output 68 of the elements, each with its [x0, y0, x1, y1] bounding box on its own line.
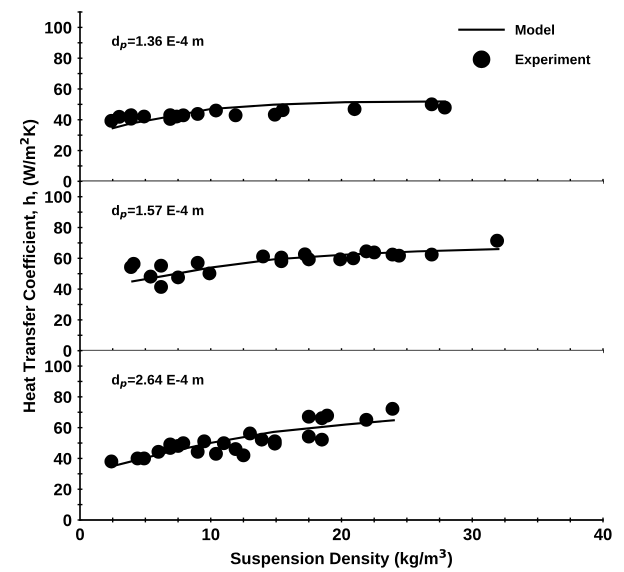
y-tick-label: 0: [63, 345, 72, 357]
point: [302, 430, 316, 444]
point: [152, 444, 166, 459]
point: [490, 234, 504, 248]
y-tick-label: 60: [54, 422, 72, 434]
point: [302, 410, 316, 424]
point: [154, 280, 168, 294]
point: [256, 250, 270, 264]
point: [209, 446, 223, 461]
point: [348, 102, 362, 116]
point: [302, 252, 316, 266]
point: [438, 100, 452, 115]
point: [171, 270, 186, 284]
y-tick-label: 100: [45, 191, 72, 203]
point: [216, 436, 231, 450]
x-tick-label: 30: [463, 528, 481, 540]
point: [254, 432, 269, 447]
point: [276, 103, 290, 118]
point: [190, 444, 205, 459]
y-tick-label: 0: [63, 514, 72, 526]
point: [386, 402, 400, 416]
point: [176, 436, 190, 450]
x-tick-label: 40: [594, 528, 612, 540]
y-tick-label: 20: [54, 314, 72, 326]
point: [314, 432, 329, 447]
point: [137, 110, 152, 124]
y-tick-label: 0: [63, 176, 72, 188]
point: [190, 256, 205, 270]
point: [126, 256, 141, 271]
x-tick-label: 20: [332, 528, 350, 540]
y-tick-label: 20: [54, 144, 72, 157]
point: [346, 251, 360, 266]
annotation: d$_{p}$=1.36 E-4 m: [112, 36, 204, 50]
legend-label: Model: [516, 24, 554, 35]
annotation: d$_{p}$=1.57 E-4 m: [112, 205, 204, 220]
x-tick-label: 0: [76, 528, 84, 540]
y-tick-label: 100: [45, 360, 72, 372]
x-tick-label: 10: [202, 528, 220, 540]
y-axis-title: Heat Transfer Coefficient, h, (W/m$^{2}$K): [20, 120, 38, 412]
y-tick-label: 40: [54, 283, 72, 296]
point: [209, 104, 223, 118]
point: [202, 266, 216, 280]
legend-label: Experiment: [516, 54, 590, 68]
point: [190, 106, 205, 121]
point: [228, 108, 243, 122]
annotation: d$_{p}$=2.64 E-4 m: [112, 374, 204, 389]
y-tick-label: 60: [54, 252, 72, 265]
y-tick-label: 80: [54, 391, 72, 404]
point: [112, 110, 126, 124]
point: [359, 412, 374, 427]
x-axis-title: Suspension Density (kg/m$^{3}$): [230, 549, 452, 568]
point: [197, 434, 212, 448]
y-tick-label: 60: [54, 83, 72, 96]
y-tick-label: 20: [54, 484, 72, 496]
point: [236, 448, 250, 462]
y-tick-label: 80: [54, 52, 72, 64]
point: [154, 258, 168, 273]
y-tick-label: 80: [54, 222, 72, 234]
y-tick-label: 40: [54, 114, 72, 126]
y-tick-label: 40: [54, 452, 72, 465]
point: [333, 252, 348, 266]
point: [243, 426, 257, 440]
point: [144, 270, 158, 284]
point: [424, 248, 439, 262]
y-tick-label: 100: [45, 22, 72, 34]
point: [424, 97, 439, 112]
point: [104, 454, 118, 468]
point: [320, 408, 334, 423]
